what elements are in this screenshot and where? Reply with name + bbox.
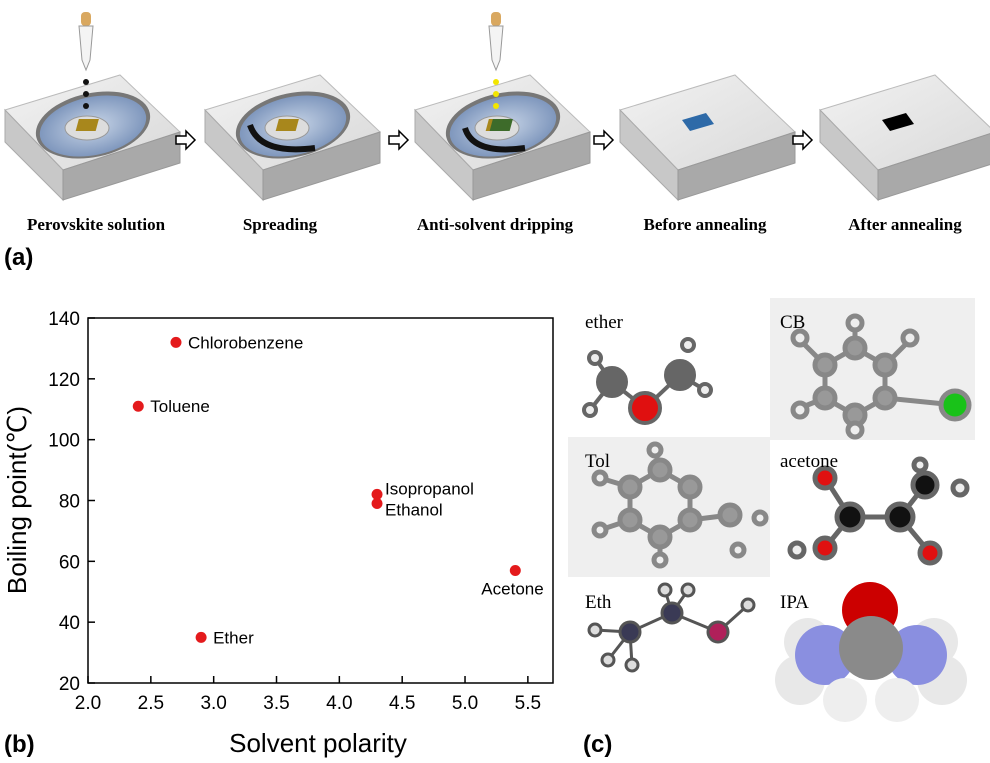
point-label: Isopropanol xyxy=(385,479,474,498)
y-tick-label: 40 xyxy=(59,613,80,634)
step-4-illustration xyxy=(619,74,796,201)
eth-model xyxy=(587,582,756,673)
x-tick-label: 4.0 xyxy=(326,693,352,714)
x-tick-label: 3.5 xyxy=(263,693,289,714)
y-tick-label: 100 xyxy=(48,431,80,452)
molecule-label: Tol xyxy=(585,451,610,472)
molecule-label: ether xyxy=(585,312,624,333)
step-3-illustration xyxy=(414,11,591,201)
point xyxy=(170,336,182,348)
point-label: Chlorobenzene xyxy=(188,333,303,352)
x-tick-label: 2.0 xyxy=(75,693,101,714)
point xyxy=(195,631,207,643)
y-tick-label: 140 xyxy=(48,309,80,330)
y-tick-label: 60 xyxy=(59,552,80,573)
plot-frame xyxy=(87,317,554,684)
process-arrows xyxy=(175,129,814,151)
ether-model xyxy=(582,337,713,425)
step-label: Before annealing xyxy=(644,215,767,234)
panel-label: (a) xyxy=(4,244,33,271)
step-label: Perovskite solution xyxy=(27,215,166,234)
x-tick-label: 3.0 xyxy=(200,693,226,714)
molecule-label: IPA xyxy=(780,592,809,613)
panel-label: (c) xyxy=(583,731,612,758)
molecule-panels xyxy=(568,298,975,722)
molecule-labels: ether CB Tol acetone Eth IPA xyxy=(585,312,838,613)
point-label: Acetone xyxy=(481,579,543,598)
acetone-model xyxy=(787,456,970,566)
cb-model xyxy=(790,313,972,440)
point xyxy=(371,488,383,500)
molecule-label: CB xyxy=(780,312,805,333)
molecule-label: Eth xyxy=(585,592,612,613)
step-2-illustration xyxy=(204,74,381,201)
panel-label: (b) xyxy=(4,731,35,758)
point-label: Ether xyxy=(213,628,254,647)
x-tick-label: 2.5 xyxy=(138,693,164,714)
point xyxy=(509,564,521,576)
step-1-illustration xyxy=(4,11,181,201)
tol-model xyxy=(591,441,769,569)
point xyxy=(132,400,144,412)
ipa-model xyxy=(775,582,967,722)
molecule-label: acetone xyxy=(780,451,838,472)
x-tick-label: 5.5 xyxy=(515,693,541,714)
x-axis-title: Solvent polarity xyxy=(229,728,407,758)
point xyxy=(371,498,383,510)
y-tick-label: 80 xyxy=(59,492,80,513)
step-label: Anti-solvent dripping xyxy=(417,215,574,234)
x-tick-label: 5.0 xyxy=(452,693,478,714)
step-labels: Perovskite solution Spreading Anti-solve… xyxy=(27,215,962,234)
y-tick-label: 20 xyxy=(59,674,80,695)
scatter-chart: Solvent polarity Boiling point(℃) 2.0 2.5… xyxy=(2,309,554,758)
point-label: Ethanol xyxy=(385,501,443,520)
x-tick-label: 4.5 xyxy=(389,693,415,714)
step-label: After annealing xyxy=(848,215,962,234)
step-label: Spreading xyxy=(243,215,318,234)
y-tick-label: 120 xyxy=(48,370,80,391)
y-axis-title: Boiling point(℃) xyxy=(2,406,32,594)
step-5-illustration xyxy=(819,74,990,201)
point-label: Toluene xyxy=(150,397,210,416)
